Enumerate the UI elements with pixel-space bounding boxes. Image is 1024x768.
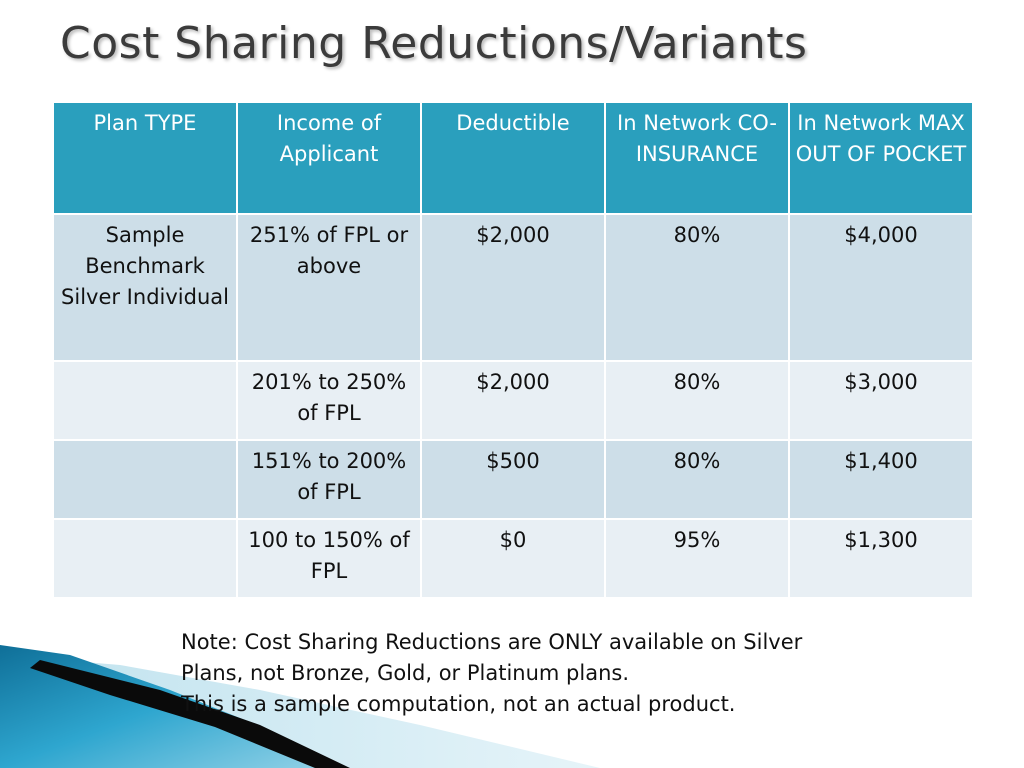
cell-plan-type xyxy=(52,518,238,599)
cell-coinsurance: 80% xyxy=(604,360,790,441)
cell-income: 201% to 250% of FPL xyxy=(236,360,422,441)
cell-income: 151% to 200% of FPL xyxy=(236,439,422,520)
cell-deductible: $2,000 xyxy=(420,360,606,441)
cell-coinsurance: 80% xyxy=(604,213,790,362)
table-row: Sample Benchmark Silver Individual 251% … xyxy=(52,213,974,362)
cell-max-out-of-pocket: $1,400 xyxy=(788,439,974,520)
header-max-out-of-pocket: In Network MAX OUT OF POCKET xyxy=(788,101,974,215)
cell-income: 251% of FPL or above xyxy=(236,213,422,362)
header-plan-type: Plan TYPE xyxy=(52,101,238,215)
header-coinsurance: In Network CO-INSURANCE xyxy=(604,101,790,215)
cell-deductible: $500 xyxy=(420,439,606,520)
cost-sharing-table: Plan TYPE Income of Applicant Deductible… xyxy=(52,101,974,599)
footnote-line: Note: Cost Sharing Reductions are ONLY a… xyxy=(181,630,803,654)
cell-deductible: $0 xyxy=(420,518,606,599)
footnote-line: This is a sample computation, not an act… xyxy=(181,692,736,716)
header-deductible: Deductible xyxy=(420,101,606,215)
cell-coinsurance: 80% xyxy=(604,439,790,520)
cell-income: 100 to 150% of FPL xyxy=(236,518,422,599)
table-row: 201% to 250% of FPL $2,000 80% $3,000 xyxy=(52,360,974,441)
footnote: Note: Cost Sharing Reductions are ONLY a… xyxy=(181,627,981,720)
table-row: 100 to 150% of FPL $0 95% $1,300 xyxy=(52,518,974,599)
cell-max-out-of-pocket: $1,300 xyxy=(788,518,974,599)
footnote-line: Plans, not Bronze, Gold, or Platinum pla… xyxy=(181,661,630,685)
cell-max-out-of-pocket: $4,000 xyxy=(788,213,974,362)
slide-title: Cost Sharing Reductions/Variants xyxy=(60,18,808,69)
cell-max-out-of-pocket: $3,000 xyxy=(788,360,974,441)
header-income: Income of Applicant xyxy=(236,101,422,215)
table-row: 151% to 200% of FPL $500 80% $1,400 xyxy=(52,439,974,520)
cell-plan-type xyxy=(52,360,238,441)
cell-plan-type: Sample Benchmark Silver Individual xyxy=(52,213,238,362)
cell-deductible: $2,000 xyxy=(420,213,606,362)
cell-plan-type xyxy=(52,439,238,520)
cell-coinsurance: 95% xyxy=(604,518,790,599)
table-header-row: Plan TYPE Income of Applicant Deductible… xyxy=(52,101,974,215)
